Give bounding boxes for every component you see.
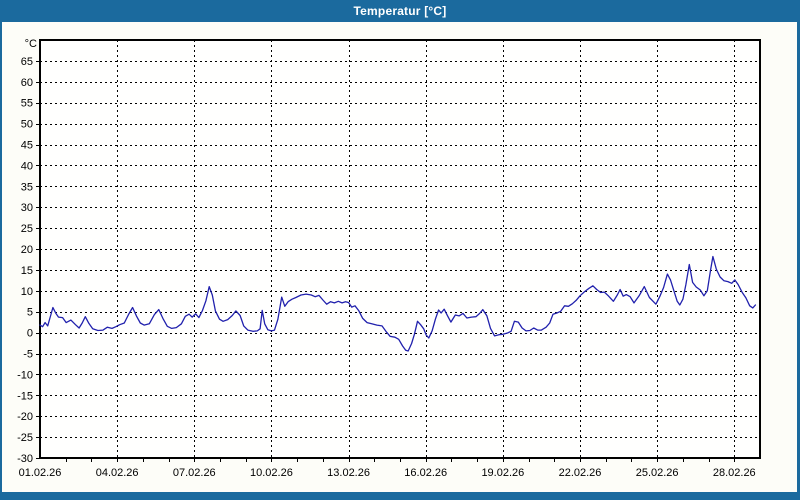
y-tick-label: 50: [21, 119, 33, 131]
y-tick-label: 10: [21, 286, 33, 298]
temperature-chart: 65605550454035302520151050-5-10-15-20-25…: [17, 38, 761, 479]
y-tick-label: -25: [17, 432, 33, 444]
y-tick-label: 30: [21, 202, 33, 214]
y-axis-labels: 65605550454035302520151050-5-10-15-20-25…: [17, 38, 37, 465]
y-tick-label: 15: [21, 265, 33, 277]
y-tick-label: 60: [21, 77, 33, 89]
x-axis-labels: 01.02.26 04.02.26 07.02.26 10.02.26 13.02.26…: [19, 467, 756, 479]
x-tick-label: 25.02.26: [636, 467, 679, 479]
x-tick-label: 10.02.26: [250, 467, 293, 479]
y-tick-label: -30: [17, 453, 33, 465]
y-tick-label: 65: [21, 56, 33, 68]
y-tick-label: 20: [21, 244, 33, 256]
y-tick-label: 0: [27, 328, 33, 340]
y-unit-label: °C: [25, 38, 37, 50]
y-tick-label: -5: [23, 349, 33, 361]
window-title: Temperatur [°C]: [353, 4, 447, 18]
plot-frame: [39, 39, 761, 459]
x-tick-label: 19.02.26: [481, 467, 524, 479]
x-tick-label: 16.02.26: [404, 467, 447, 479]
y-tick-label: 25: [21, 223, 33, 235]
chart-window-content: 65 60 55 50 45 40 35 30 25 20 15 10 5 0 -5 -10 -15 -20 -25…: [2, 22, 797, 492]
y-tick-label: 35: [21, 181, 33, 193]
x-tick-label: 01.02.26: [19, 467, 62, 479]
x-tick-label: 13.02.26: [327, 467, 370, 479]
x-tick-label: 04.02.26: [96, 467, 139, 479]
y-tick-label: 40: [21, 160, 33, 172]
x-tick-label: 22.02.26: [559, 467, 602, 479]
y-tick-label: -20: [17, 411, 33, 423]
x-tick-label: 07.02.26: [173, 467, 216, 479]
gridlines: [40, 40, 760, 458]
y-tick-label: 5: [27, 307, 33, 319]
y-tick-label: 45: [21, 140, 33, 152]
window-titlebar[interactable]: Temperatur [°C]: [0, 0, 800, 22]
y-tick-label: -10: [17, 369, 33, 381]
x-tick-label: 28.02.26: [713, 467, 756, 479]
y-tick-label: 55: [21, 98, 33, 110]
temperature-series-line: [39, 255, 757, 352]
y-tick-label: -15: [17, 390, 33, 402]
